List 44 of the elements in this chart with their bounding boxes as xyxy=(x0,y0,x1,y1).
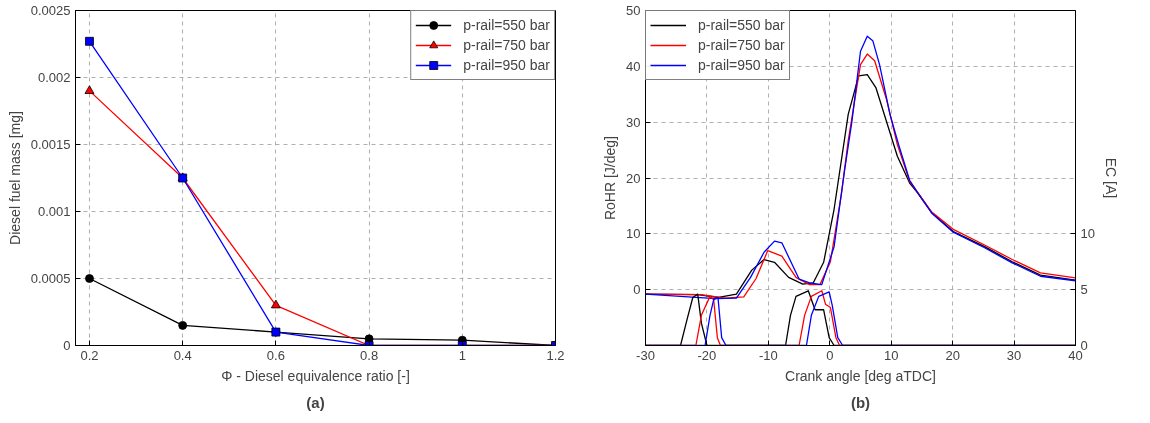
y-tick-label: 0.0015 xyxy=(30,137,71,152)
x-tick-label: -30 xyxy=(636,347,655,363)
x-axis-title: Φ - Diesel equivalence ratio [-] xyxy=(221,367,410,384)
point xyxy=(178,321,188,330)
y2-axis-title: EC [A] xyxy=(1102,157,1119,199)
y-tick-label: 0.0025 xyxy=(30,3,71,18)
x-tick-label: 0.4 xyxy=(173,347,192,363)
x-tick-label: 0.8 xyxy=(360,347,379,363)
point xyxy=(85,36,94,46)
point xyxy=(84,85,95,94)
x-tick-label: -20 xyxy=(697,347,717,363)
legend-label: p-rail=550 bar xyxy=(698,16,785,34)
y-tick-label: 0.001 xyxy=(37,204,71,219)
y-tick-label: 50 xyxy=(626,3,641,18)
point xyxy=(270,299,281,309)
y-axis-title: RoHR [J/deg] xyxy=(602,135,619,221)
x-tick-label: 0.2 xyxy=(80,347,99,363)
y-tick-label: 20 xyxy=(626,170,641,186)
x-tick-label: 0.6 xyxy=(266,347,285,363)
y2-tick-label: 10 xyxy=(1080,226,1095,242)
x-axis-title: Crank angle [deg aTDC] xyxy=(785,367,936,384)
y-tick-label: 10 xyxy=(626,226,641,242)
x-tick-label: 0 xyxy=(826,347,834,363)
legend-label: p-rail=950 bar xyxy=(463,56,550,74)
x-tick-label: 10 xyxy=(883,347,899,363)
y-axis-title: Diesel fuel mass [mg] xyxy=(6,111,23,245)
y2-tick-label: 5 xyxy=(1080,282,1088,298)
y-tick-label: 0 xyxy=(633,282,641,298)
x-tick-label: 1.2 xyxy=(546,347,565,363)
y-tick-label: 0.0005 xyxy=(30,271,71,286)
point xyxy=(85,274,94,283)
y-tick-label: 0.002 xyxy=(37,70,71,85)
x-tick-label: 20 xyxy=(945,347,960,363)
x-tick-label: 1 xyxy=(458,347,466,363)
legend-label: p-rail=750 bar xyxy=(463,36,550,54)
legend-label: p-rail=950 bar xyxy=(698,56,785,74)
y-tick-label: 40 xyxy=(626,58,641,74)
text: (b) xyxy=(850,393,871,411)
legend-label: p-rail=550 bar xyxy=(463,16,550,34)
y-tick-label: 30 xyxy=(626,114,641,130)
x-tick-label: -10 xyxy=(758,347,778,363)
x-tick-label: 30 xyxy=(1006,347,1022,363)
legend-label: p-rail=750 bar xyxy=(698,36,785,54)
text: (a) xyxy=(306,393,325,411)
